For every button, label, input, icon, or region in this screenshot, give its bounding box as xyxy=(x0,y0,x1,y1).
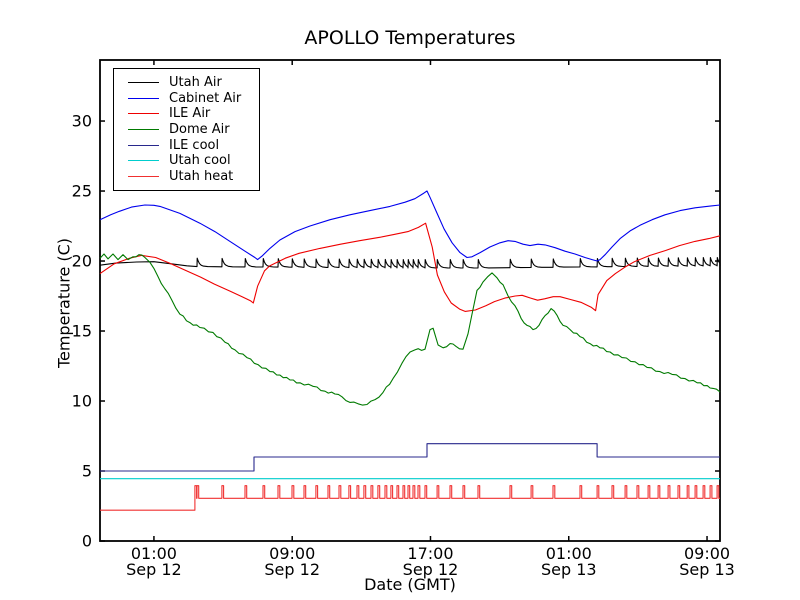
y-tick-label: 0 xyxy=(82,532,92,551)
y-axis-label: Temperature (C) xyxy=(54,237,74,369)
legend-line-swatch xyxy=(128,175,159,177)
legend-item: Dome Air xyxy=(128,122,253,138)
legend-item: Utah Air xyxy=(128,75,253,91)
legend-label: Dome Air xyxy=(169,122,230,138)
x-tick-label-time: 09:00 xyxy=(269,544,315,563)
x-axis-label: Date (GMT) xyxy=(364,575,456,594)
x-tick-label-time: 17:00 xyxy=(407,544,453,563)
x-tick-label-date: Sep 12 xyxy=(403,560,459,579)
legend-line-swatch xyxy=(128,144,159,146)
legend-line-swatch xyxy=(128,113,159,115)
legend: Utah Air Cabinet Air ILE Air Dome Air ILE co… xyxy=(113,68,260,192)
legend-item: ILE Air xyxy=(128,106,253,122)
legend-label: ILE Air xyxy=(169,106,211,122)
legend-label: Utah cool xyxy=(169,153,231,169)
x-tick-label-date: Sep 12 xyxy=(126,560,182,579)
legend-label: ILE cool xyxy=(169,137,220,153)
series-ile-air xyxy=(99,222,721,312)
y-tick-label: 30 xyxy=(72,112,92,131)
y-tick-label: 5 xyxy=(82,462,92,481)
legend-label: Utah heat xyxy=(169,168,234,184)
plot-frame xyxy=(99,59,721,542)
x-tick-label-date: Sep 13 xyxy=(679,560,735,579)
series-cabinet-air xyxy=(99,190,721,262)
legend-line-swatch xyxy=(128,160,159,162)
legend-line-swatch xyxy=(128,82,159,84)
legend-item: Utah heat xyxy=(128,169,253,185)
series-utah-air xyxy=(99,256,721,269)
legend-label: Cabinet Air xyxy=(169,90,242,106)
legend-label: Utah Air xyxy=(169,75,222,91)
x-tick-label-time: 01:00 xyxy=(131,544,177,563)
y-tick-label: 25 xyxy=(72,182,92,201)
y-tick-label: 10 xyxy=(72,392,92,411)
legend-item: Utah cool xyxy=(128,153,253,169)
legend-line-swatch xyxy=(128,97,159,99)
series-dome-air xyxy=(99,253,721,406)
x-tick-label-time: 09:00 xyxy=(684,544,730,563)
x-tick-label-date: Sep 13 xyxy=(541,560,597,579)
chart-title: APOLLO Temperatures xyxy=(304,27,516,49)
y-tick-label: 20 xyxy=(72,252,92,271)
legend-item: ILE cool xyxy=(128,137,253,153)
series-utah-heat xyxy=(100,485,720,511)
legend-line-swatch xyxy=(128,129,159,131)
x-tick-label-time: 01:00 xyxy=(546,544,592,563)
series-ile-cool xyxy=(100,443,720,472)
legend-item: Cabinet Air xyxy=(128,91,253,107)
y-tick-label: 15 xyxy=(72,322,92,341)
x-tick-label-date: Sep 12 xyxy=(264,560,320,579)
